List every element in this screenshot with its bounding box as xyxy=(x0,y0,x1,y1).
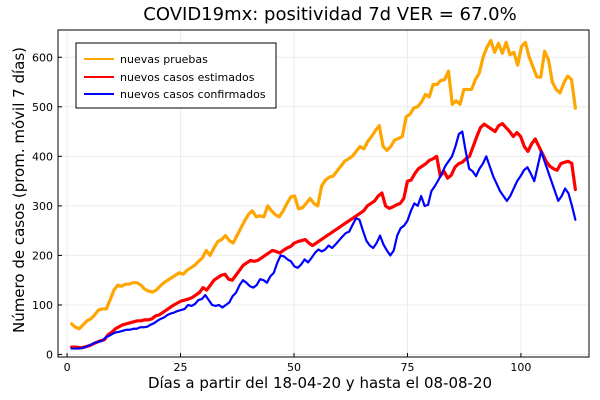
y-tick-label: 0 xyxy=(46,349,53,362)
x-tick-label: 25 xyxy=(174,361,188,374)
x-tick-label: 0 xyxy=(64,361,71,374)
x-tick-label: 75 xyxy=(400,361,414,374)
y-tick-label: 200 xyxy=(32,249,53,262)
y-tick-label: 300 xyxy=(32,200,53,213)
y-tick-label: 500 xyxy=(32,101,53,114)
series-line-1 xyxy=(70,122,577,350)
legend: nuevas pruebas nuevos casos estimados nu… xyxy=(75,42,277,109)
plot-frame xyxy=(57,29,590,358)
axis-ticks: 0 25 50 75 100 0 100 200 300 400 500 600 xyxy=(32,51,531,374)
legend-label-0: nuevas pruebas xyxy=(120,53,208,66)
y-tick-label: 400 xyxy=(32,150,53,163)
x-tick-label: 50 xyxy=(287,361,301,374)
legend-label-2: nuevos casos confirmados xyxy=(120,88,266,101)
legend-box xyxy=(75,42,277,109)
chart-title: COVID19mx: positividad 7d VER = 67.0% xyxy=(143,4,516,25)
y-tick-label: 100 xyxy=(32,299,53,312)
series-lines xyxy=(70,38,577,350)
y-tick-label: 600 xyxy=(32,51,53,64)
x-tick-label: 100 xyxy=(510,361,531,374)
legend-label-1: nuevos casos estimados xyxy=(120,71,255,84)
grid-lines xyxy=(58,30,589,357)
series-line-0 xyxy=(70,38,577,331)
series-line-2 xyxy=(70,130,577,350)
x-axis-label: Días a partir del 18-04-20 y hasta el 08… xyxy=(148,374,492,392)
y-axis-label: Número de casos (prom. móvil 7 días) xyxy=(10,47,28,333)
